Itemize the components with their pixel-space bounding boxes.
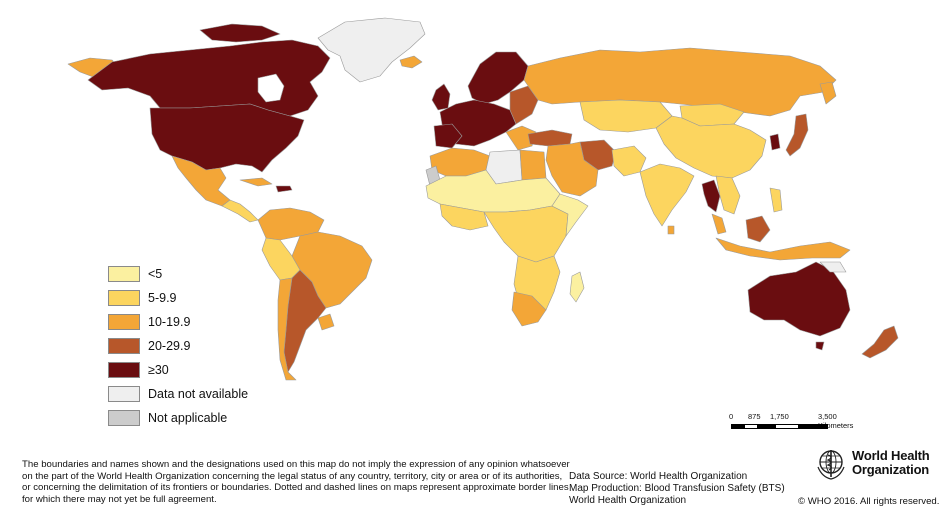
legend-label: 20-29.9 [148, 339, 191, 353]
legend-label: 10-19.9 [148, 315, 191, 329]
region-south-africa [511, 291, 547, 327]
legend-swatch [108, 362, 140, 378]
legend-label: ≥30 [148, 363, 169, 377]
legend-swatch [108, 290, 140, 306]
region-central-africa [483, 205, 569, 263]
legend-swatch [108, 386, 140, 402]
region-usa [149, 103, 305, 173]
scale-tick-0: 0 [729, 412, 734, 421]
region-canada [87, 39, 331, 117]
credits: Data Source: World Health Organization M… [569, 471, 785, 507]
region-thailand [701, 179, 721, 213]
region-middle-east [545, 141, 599, 197]
region-cuba [239, 177, 273, 187]
scale-segment [757, 424, 776, 429]
legend-swatch [108, 410, 140, 426]
region-borneo [745, 215, 771, 243]
scale-segment [798, 424, 828, 429]
scale-segment [744, 424, 758, 429]
water-hudson-bay [257, 73, 285, 103]
legend-swatch [108, 338, 140, 354]
scale-tick-875: 875 [748, 412, 761, 421]
who-name-line1: World Health [852, 448, 930, 463]
region-greenland [317, 17, 426, 83]
scale-segment [775, 424, 799, 429]
region-japan [785, 113, 809, 157]
region-tasmania [815, 341, 825, 351]
region-malaysia [711, 213, 727, 235]
who-name-line2: Organization [852, 462, 930, 477]
region-hispaniola [275, 185, 293, 193]
scale-tick-1750: 1,750 [770, 412, 789, 421]
region-uruguay [317, 313, 335, 331]
region-sri-lanka [667, 225, 675, 235]
region-kamchatka [819, 81, 837, 105]
region-china [655, 115, 767, 179]
region-indochina [715, 175, 741, 215]
region-chile [277, 277, 297, 381]
region-uk-ireland [431, 83, 451, 111]
region-iberia [433, 123, 463, 149]
region-madagascar [569, 271, 585, 303]
disclaimer-line: The boundaries and names shown and the d… [22, 459, 570, 470]
legend-label: <5 [148, 267, 163, 281]
legend-swatch [108, 314, 140, 330]
legend-label: Not applicable [148, 411, 228, 425]
legend-swatch [108, 266, 140, 282]
region-iceland [399, 55, 423, 69]
region-horn-africa [551, 193, 589, 237]
region-png [819, 261, 847, 273]
copyright: © WHO 2016. All rights reserved. [798, 496, 940, 507]
legend-label: Data not available [148, 387, 249, 401]
region-indonesia [715, 237, 851, 261]
legend-label: 5-9.9 [148, 291, 177, 305]
scale-segment [731, 424, 745, 429]
disclaimer-line: for which there may not yet be full agre… [22, 493, 217, 505]
region-central-america [221, 199, 259, 223]
scale-tick-3500: 3,500 Kilometers [818, 412, 854, 430]
credit-organization: World Health Organization [569, 495, 687, 506]
who-name: World Health Organization [852, 449, 930, 477]
region-australia [747, 261, 851, 337]
region-philippines [769, 187, 783, 213]
region-korea [769, 133, 781, 151]
disclaimer: The boundaries and names shown and the d… [22, 459, 570, 505]
credit-data-source: Data Source: World Health Organization [569, 471, 748, 482]
who-emblem-icon [817, 450, 845, 480]
region-arctic-islands [199, 23, 281, 43]
world-map [67, 17, 899, 381]
disclaimer-line: on the part of the World Health Organiza… [22, 470, 563, 482]
region-india [639, 163, 695, 227]
region-egypt [519, 149, 547, 181]
credit-map-production: Map Production: Blood Transfusion Safety… [569, 483, 785, 494]
region-new-zealand [861, 325, 899, 359]
region-west-africa [439, 203, 489, 231]
scale-bar: 0 875 1,750 3,500 Kilometers [728, 412, 853, 436]
disclaimer-line: or concerning the delimitation of its fr… [22, 482, 569, 494]
